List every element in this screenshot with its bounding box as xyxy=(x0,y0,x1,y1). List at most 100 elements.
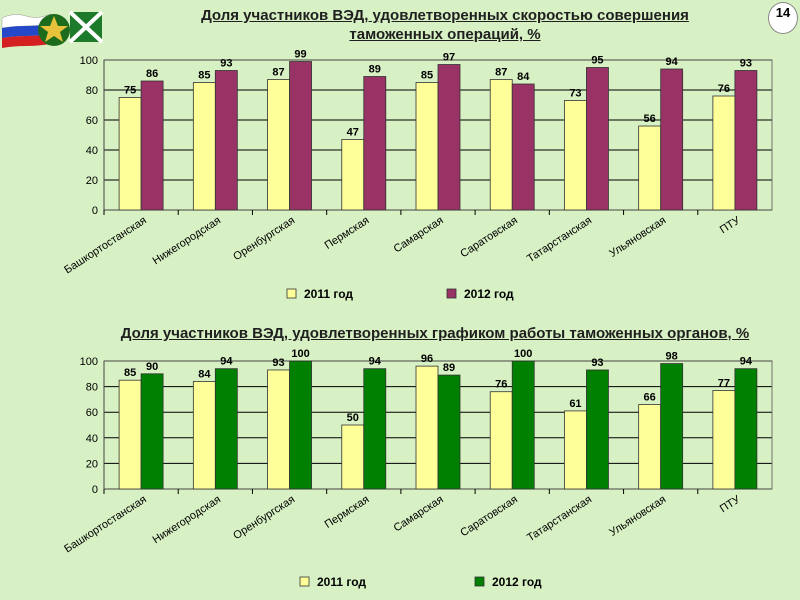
x-tick-label: Нижегородская xyxy=(151,493,223,546)
bar xyxy=(415,365,439,490)
data-label: 94 xyxy=(220,356,233,368)
legend-label: 2011 год xyxy=(304,287,353,301)
data-label: 95 xyxy=(591,55,603,67)
legend-swatch xyxy=(299,576,310,587)
legend-label: 2011 год xyxy=(317,575,366,589)
emblem-icon xyxy=(38,14,70,46)
y-tick-label: 60 xyxy=(86,407,98,419)
bar xyxy=(289,360,312,490)
data-label: 84 xyxy=(198,368,211,380)
bar xyxy=(638,125,662,211)
bar xyxy=(564,100,587,211)
x-tick-label: Пермская xyxy=(323,214,372,252)
russian-flag-icon xyxy=(1,13,51,48)
data-label: 84 xyxy=(517,71,530,83)
chart-speed-satisfaction: 0 20 40 60 80 100 75 86 Башкортостанская 85 93 Ниже… xyxy=(62,49,773,301)
x-tick-label: Татарстанская xyxy=(525,214,594,265)
bar xyxy=(415,82,439,211)
data-label: 56 xyxy=(644,113,656,125)
bar xyxy=(267,79,290,211)
data-label: 93 xyxy=(272,357,284,369)
y-tick-label: 0 xyxy=(92,205,98,217)
data-label: 75 xyxy=(124,85,136,97)
y-tick-label: 40 xyxy=(86,433,98,445)
bar xyxy=(437,64,461,211)
data-label: 93 xyxy=(740,58,752,70)
data-label: 61 xyxy=(569,398,581,410)
y-tick-label: 0 xyxy=(92,484,98,496)
x-tick-label: Башкортостанская xyxy=(62,493,149,555)
x-tick-label: Самарская xyxy=(392,214,446,255)
data-label: 76 xyxy=(718,83,730,95)
data-label: 47 xyxy=(347,127,359,139)
data-label: 98 xyxy=(666,351,678,363)
legend-swatch xyxy=(474,576,485,587)
x-tick-label: Нижегородская xyxy=(151,214,223,267)
data-label: 85 xyxy=(198,70,210,82)
data-label: 86 xyxy=(146,68,158,80)
data-label: 96 xyxy=(421,353,433,365)
bar xyxy=(140,373,164,490)
bar xyxy=(734,368,758,490)
bar xyxy=(660,363,684,490)
x-tick-label: Ульяновская xyxy=(607,493,668,538)
data-label: 87 xyxy=(272,67,284,79)
x-tick-label: Татарстанская xyxy=(525,493,594,544)
data-label: 94 xyxy=(740,356,753,368)
data-label: 50 xyxy=(347,412,359,424)
bar xyxy=(192,381,216,490)
data-label: 89 xyxy=(443,362,455,374)
y-tick-label: 40 xyxy=(86,145,98,157)
data-label: 87 xyxy=(495,67,507,79)
bar xyxy=(660,68,684,211)
x-tick-label: Башкортостанская xyxy=(62,214,149,276)
x-tick-label: Пермская xyxy=(323,493,372,531)
bar xyxy=(734,70,758,211)
bar xyxy=(638,404,662,490)
legend-label: 2012 год xyxy=(492,575,542,589)
chart1-title: Доля участников ВЭД, удовлетворенных ско… xyxy=(201,7,689,43)
bar xyxy=(363,76,387,211)
bar xyxy=(341,139,365,211)
bar xyxy=(489,79,513,211)
data-label: 99 xyxy=(294,49,306,61)
legend-swatch xyxy=(286,288,297,299)
bar xyxy=(511,83,535,211)
data-label: 100 xyxy=(514,348,532,360)
x-tick-label: Оренбургская xyxy=(231,493,297,542)
x-tick-label: ПТУ xyxy=(718,214,744,236)
customs-flag-icon xyxy=(68,10,104,44)
data-label: 89 xyxy=(369,64,381,76)
chart2-title: Доля участников ВЭД, удовлетворенных гра… xyxy=(120,325,750,342)
customs-logo xyxy=(1,10,104,48)
data-label: 66 xyxy=(644,392,656,404)
legend-label: 2012 год xyxy=(464,287,514,301)
x-tick-label: Саратовская xyxy=(458,493,520,539)
y-tick-label: 80 xyxy=(86,85,98,97)
page-number-badge: 14 xyxy=(768,2,798,34)
y-tick-label: 100 xyxy=(80,356,98,368)
x-tick-label: Саратовская xyxy=(458,214,520,260)
y-tick-label: 60 xyxy=(86,115,98,127)
x-tick-label: Оренбургская xyxy=(231,214,297,263)
data-label: 94 xyxy=(666,56,679,68)
bar xyxy=(289,61,312,211)
bar xyxy=(214,70,238,211)
bar xyxy=(341,424,365,490)
bar xyxy=(489,391,513,490)
data-label: 93 xyxy=(220,58,232,70)
x-tick-label: ПТУ xyxy=(718,493,744,515)
bar xyxy=(511,360,535,490)
bar xyxy=(437,374,461,490)
data-label: 97 xyxy=(443,52,455,64)
bar xyxy=(140,80,164,211)
data-label: 90 xyxy=(146,361,158,373)
data-label: 73 xyxy=(569,88,581,100)
bar xyxy=(267,369,290,490)
bar xyxy=(712,390,736,490)
chart-schedule-satisfaction: 0 20 40 60 80 100 85 90 Башкортостанская 84 94 Ниже… xyxy=(62,348,773,589)
data-label: 76 xyxy=(495,379,507,391)
x-tick-label: Ульяновская xyxy=(607,214,668,259)
bar xyxy=(712,95,736,211)
x-tick-label: Самарская xyxy=(392,493,446,534)
